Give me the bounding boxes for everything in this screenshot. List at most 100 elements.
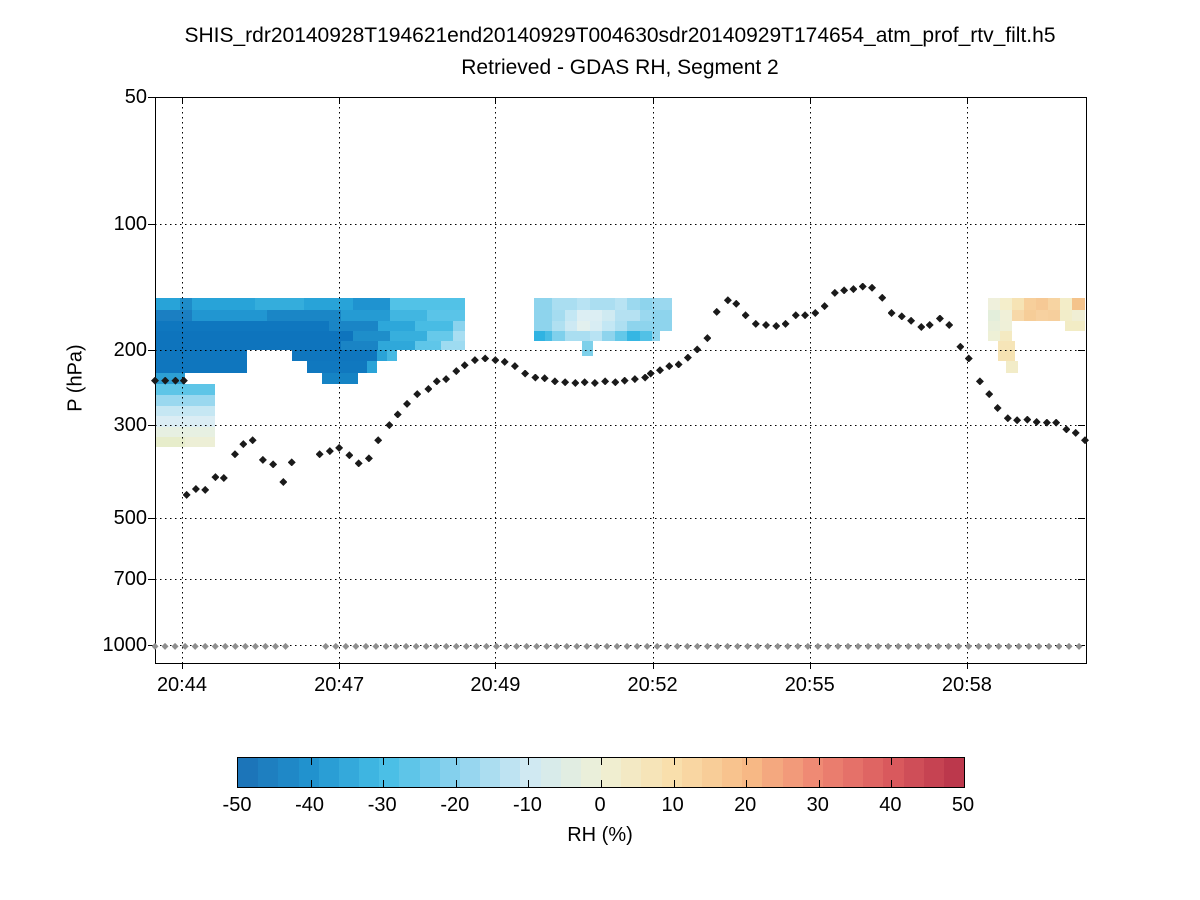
y-gridline-200	[155, 350, 1085, 352]
surface-marker	[492, 642, 500, 650]
heatmap-cell	[651, 297, 673, 310]
cloud-top-marker	[354, 459, 363, 468]
cloud-top-marker	[191, 485, 200, 494]
surface-marker	[523, 642, 531, 650]
colorbar-step	[560, 758, 582, 787]
y-tick-label: 100	[113, 212, 147, 235]
heatmap-cell	[544, 331, 553, 341]
surface-marker	[462, 642, 470, 650]
heatmap-cell	[440, 341, 465, 351]
surface-marker	[914, 642, 922, 650]
heatmap-cell	[1012, 309, 1024, 321]
heatmap-cell	[552, 309, 566, 321]
colorbar-step	[742, 758, 763, 787]
surface-marker	[854, 642, 862, 650]
colorbar-step	[338, 758, 360, 787]
cloud-top-marker	[161, 376, 170, 385]
x-tick	[652, 662, 654, 669]
cloud-top-marker	[1052, 418, 1061, 427]
heatmap-cell	[651, 309, 673, 321]
y-tick	[148, 350, 155, 352]
cloud-top-marker	[945, 320, 954, 329]
surface-marker	[593, 642, 601, 650]
heatmap-cell	[415, 320, 453, 332]
colorbar-tick	[818, 780, 820, 787]
colorbar	[237, 757, 965, 788]
surface-marker	[955, 642, 963, 650]
cloud-top-marker	[393, 410, 402, 419]
heatmap-cell	[155, 309, 193, 321]
heatmap-cell	[615, 331, 628, 341]
cloud-top-marker	[751, 319, 760, 328]
cloud-top-marker	[975, 377, 984, 386]
heatmap-cell	[306, 361, 368, 373]
x-tick-label: 20:47	[314, 674, 365, 696]
colorbar-step	[379, 758, 400, 787]
y-tick	[148, 579, 155, 581]
colorbar-tick-label: 10	[661, 794, 684, 816]
cloud-top-marker	[907, 316, 916, 325]
cloud-top-marker	[432, 377, 441, 386]
colorbar-step	[782, 758, 804, 787]
heatmap-cell	[552, 320, 566, 332]
colorbar-tick	[455, 780, 457, 787]
heatmap-cell	[602, 320, 616, 332]
y-tick	[148, 97, 155, 98]
surface-marker	[583, 642, 591, 650]
colorbar-step	[661, 758, 683, 787]
colorbar-step	[480, 758, 501, 787]
figure-subtitle: Retrieved - GDAS RH, Segment 2	[461, 56, 779, 79]
x-tick-label: 20:44	[156, 674, 207, 696]
colorbar-tick	[818, 758, 820, 765]
colorbar-step	[943, 758, 965, 787]
surface-marker	[472, 642, 480, 650]
surface-marker	[673, 642, 681, 650]
heatmap-cell	[155, 394, 216, 406]
heatmap-cell	[602, 331, 616, 341]
heatmap-cell	[192, 309, 267, 321]
surface-marker	[834, 642, 842, 650]
heatmap-cell	[155, 320, 329, 332]
y-gridline-500	[155, 517, 1085, 519]
heatmap-cell	[627, 331, 641, 341]
y-tick-label: 500	[113, 506, 147, 529]
surface-marker	[713, 642, 721, 650]
heatmap-cell	[155, 436, 185, 447]
cloud-top-marker	[182, 490, 191, 499]
cloud-top-marker	[646, 369, 655, 378]
surface-marker	[804, 642, 812, 650]
surface-marker	[924, 642, 932, 650]
colorbar-tick-label: 40	[879, 794, 902, 816]
surface-marker	[362, 642, 370, 650]
heatmap-cell	[390, 331, 428, 341]
colorbar-step	[863, 758, 884, 787]
colorbar-step	[762, 758, 783, 787]
surface-marker	[211, 642, 219, 650]
colorbar-tick	[601, 780, 602, 787]
surface-marker	[934, 642, 942, 650]
surface-marker	[1075, 642, 1083, 650]
cloud-top-marker	[830, 288, 839, 297]
y-tick-label: 700	[113, 568, 147, 591]
cloud-top-marker	[201, 485, 210, 494]
colorbar-tick	[310, 780, 312, 787]
colorbar-tick	[673, 758, 675, 765]
colorbar-tick-label: 20	[734, 794, 757, 816]
colorbar-step	[359, 758, 380, 787]
colorbar-step	[540, 758, 562, 787]
colorbar-step	[439, 758, 461, 787]
cloud-top-marker	[500, 357, 509, 366]
colorbar-tick	[746, 780, 748, 787]
cloud-top-marker	[1023, 415, 1032, 424]
surface-marker	[643, 642, 651, 650]
y-tick-label: 300	[113, 413, 147, 436]
x-tick	[966, 662, 968, 669]
y-tick-mirror	[1078, 424, 1085, 426]
colorbar-step	[923, 758, 945, 787]
surface-marker	[764, 642, 772, 650]
surface-marker	[482, 642, 490, 650]
colorbar-step	[520, 758, 541, 787]
colorbar-step	[459, 758, 481, 787]
colorbar-step	[722, 758, 743, 787]
heatmap-cell	[590, 320, 603, 332]
